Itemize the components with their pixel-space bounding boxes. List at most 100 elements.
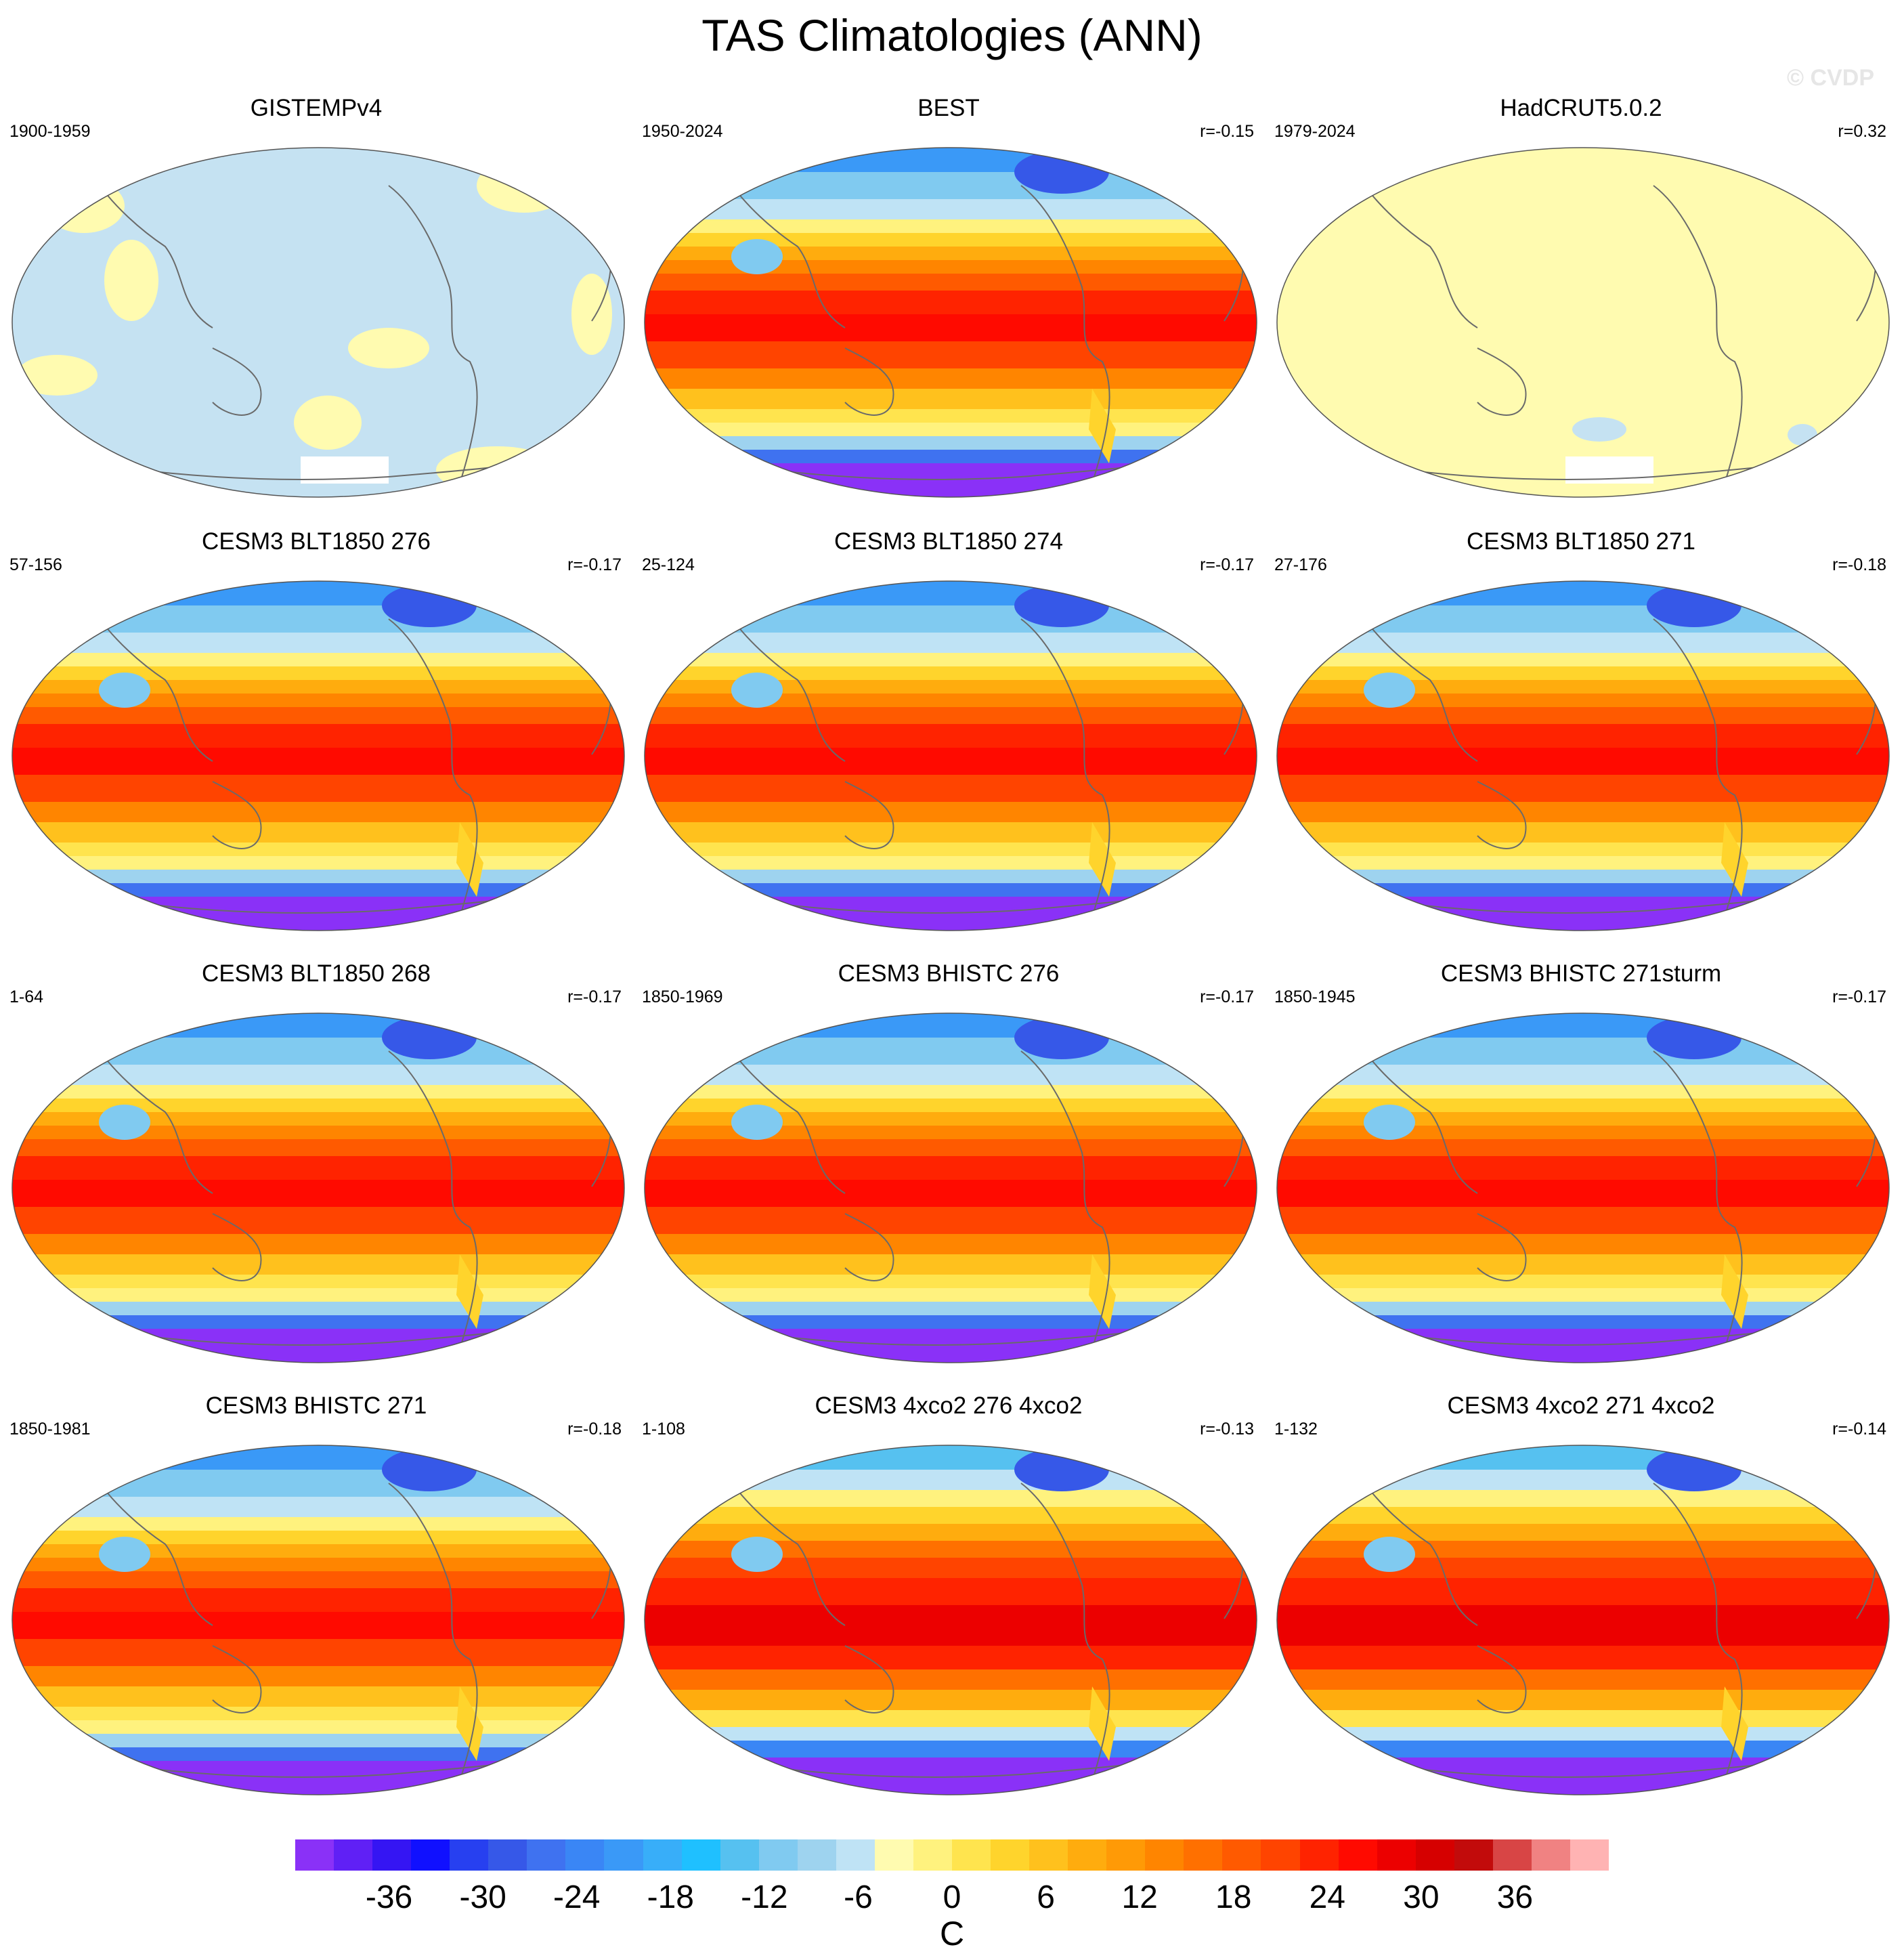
temperature-band xyxy=(12,1445,624,1470)
temperature-band xyxy=(12,1126,624,1140)
colorbar-segment xyxy=(991,1839,1030,1871)
temperature-band xyxy=(645,1254,1257,1275)
map-svg xyxy=(12,1013,625,1363)
anomaly-patch xyxy=(477,158,571,213)
coastline xyxy=(90,171,213,328)
temperature-band xyxy=(645,247,1257,261)
colorbar-segment xyxy=(874,1839,914,1871)
temperature-band xyxy=(645,291,1257,315)
temperature-band xyxy=(1277,1065,1889,1086)
temperature-band xyxy=(1277,775,1889,803)
temperature-band xyxy=(12,775,624,803)
coastline xyxy=(1477,347,1527,416)
coastline xyxy=(1477,781,1527,849)
temperature-band xyxy=(1277,1234,1889,1255)
temperature-band xyxy=(12,666,624,681)
colorbar-segment xyxy=(913,1839,953,1871)
temperature-band xyxy=(12,856,624,870)
cold-region xyxy=(382,1016,477,1059)
temperature-band xyxy=(645,233,1257,247)
temperature-band xyxy=(1277,1139,1889,1157)
temperature-band xyxy=(645,1727,1257,1741)
cold-region xyxy=(1647,1016,1741,1059)
temperature-band xyxy=(12,653,624,667)
map-border xyxy=(644,1013,1257,1363)
colorbar-segment xyxy=(527,1839,566,1871)
coastline xyxy=(1653,185,1743,484)
colorbar-tick-label: 36 xyxy=(1496,1879,1534,1915)
map-panel: CESM3 BLT1850 271 27-176 r=-0.18 xyxy=(1266,528,1896,935)
map xyxy=(9,1443,627,1797)
temperature-band xyxy=(1277,1490,1889,1508)
colorbar-segment xyxy=(1415,1839,1455,1871)
anomaly-patch xyxy=(1788,424,1817,446)
coastline xyxy=(388,1483,478,1782)
temperature-band xyxy=(645,748,1257,775)
cold-region xyxy=(99,1537,150,1572)
temperature-band xyxy=(645,1690,1257,1711)
anomaly-patch xyxy=(348,328,429,368)
temperature-band xyxy=(645,870,1257,884)
panel-title: CESM3 4xco2 276 4xco2 xyxy=(815,1392,1083,1419)
coastline xyxy=(1477,1213,1527,1281)
colorbar-segment xyxy=(643,1839,683,1871)
temperature-band xyxy=(645,883,1257,897)
temperature-band xyxy=(12,1302,624,1316)
temperature-band xyxy=(645,707,1257,725)
temperature-band xyxy=(12,1065,624,1086)
colorbar-tick-label: -18 xyxy=(647,1879,694,1915)
temperature-band xyxy=(12,1038,624,1065)
temperature-band xyxy=(12,1275,624,1289)
anomaly-patch xyxy=(436,446,558,494)
temperature-band xyxy=(12,1734,624,1748)
temperature-band xyxy=(1277,581,1889,606)
colorbar-tick-label: 30 xyxy=(1403,1879,1440,1915)
temperature-band xyxy=(645,605,1257,633)
coastline xyxy=(1653,1050,1743,1350)
map xyxy=(642,578,1259,933)
watermark: © CVDP xyxy=(1787,65,1874,91)
colorbar-segment xyxy=(1492,1839,1532,1871)
colorbar-segment xyxy=(334,1839,373,1871)
temperature-band xyxy=(645,1275,1257,1289)
panel-title: CESM3 4xco2 271 4xco2 xyxy=(1447,1392,1715,1419)
temperature-band xyxy=(645,1578,1257,1606)
coastline xyxy=(212,1213,262,1281)
temperature-band xyxy=(12,1254,624,1275)
coastline xyxy=(1653,1483,1743,1782)
colorbar-segment xyxy=(1222,1839,1261,1871)
temperature-band xyxy=(12,1156,624,1180)
map-field xyxy=(12,148,624,497)
temperature-band xyxy=(645,1315,1257,1329)
colorbar-segment xyxy=(1261,1839,1301,1871)
temperature-band xyxy=(12,680,624,694)
coastline xyxy=(844,781,894,849)
coastline xyxy=(1020,185,1110,484)
cold-region xyxy=(731,1537,783,1572)
temperature-band xyxy=(1277,1254,1889,1275)
temperature-band xyxy=(645,1085,1257,1099)
temperature-band xyxy=(645,219,1257,234)
temperature-band xyxy=(12,1612,624,1640)
temperature-band xyxy=(645,680,1257,694)
colorbar-segment xyxy=(450,1839,489,1871)
panel-period: 57-156 xyxy=(9,555,62,574)
coastline xyxy=(212,1645,262,1713)
temperature-band xyxy=(1277,897,1889,931)
temperature-band xyxy=(1277,653,1889,667)
temperature-band xyxy=(1277,1013,1889,1038)
temperature-band xyxy=(645,1038,1257,1065)
map xyxy=(642,1010,1259,1365)
coastline xyxy=(1355,1469,1478,1626)
cool-highland xyxy=(1721,1254,1748,1329)
colorbar-segment xyxy=(1106,1839,1146,1871)
coastline xyxy=(90,1469,213,1626)
temperature-band xyxy=(12,883,624,897)
temperature-band xyxy=(12,1544,624,1558)
cold-region xyxy=(731,239,783,274)
temperature-band xyxy=(645,423,1257,437)
panel-correlation: r=-0.14 xyxy=(1832,1420,1886,1439)
temperature-band xyxy=(645,581,1257,606)
coastline xyxy=(388,618,478,918)
colorbar-segment xyxy=(1029,1839,1068,1871)
